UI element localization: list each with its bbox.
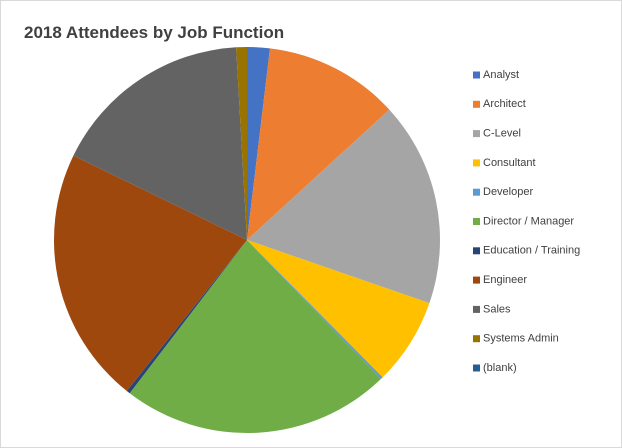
legend-label: Developer bbox=[483, 186, 533, 198]
pie-slice bbox=[247, 109, 441, 304]
pie-slice bbox=[53, 155, 247, 392]
pie-slice bbox=[236, 47, 247, 240]
pie-slice bbox=[129, 240, 381, 433]
legend-label: Education / Training bbox=[483, 245, 580, 257]
legend-swatch bbox=[473, 100, 480, 108]
legend-swatch bbox=[473, 305, 480, 313]
legend-label: Director / Manager bbox=[483, 215, 574, 227]
legend-swatch bbox=[473, 276, 480, 284]
pie-slice bbox=[247, 240, 383, 380]
chart-title: 2018 Attendees by Job Function bbox=[24, 23, 284, 42]
pie-slice bbox=[247, 48, 390, 240]
legend-label: Systems Admin bbox=[483, 333, 559, 345]
legend-swatch bbox=[473, 247, 480, 255]
legend-swatch bbox=[473, 218, 480, 225]
pie-slice bbox=[247, 47, 270, 240]
legend-label: (blank) bbox=[483, 362, 517, 374]
legend-swatch bbox=[473, 335, 480, 343]
legend-label: Architect bbox=[483, 98, 526, 110]
legend-swatch bbox=[473, 71, 480, 79]
legend-label: Analyst bbox=[483, 69, 519, 81]
legend-swatch bbox=[473, 188, 480, 196]
legend-label: C-Level bbox=[483, 128, 521, 140]
legend-label: Consultant bbox=[483, 157, 536, 169]
pie-slice bbox=[73, 47, 247, 240]
pie-slice bbox=[247, 240, 430, 378]
legend-swatch bbox=[473, 130, 480, 138]
legend-label: Sales bbox=[483, 303, 511, 315]
legend-label: Engineer bbox=[483, 274, 527, 286]
pie-slice bbox=[126, 240, 247, 394]
legend-swatch bbox=[473, 364, 480, 372]
legend-swatch bbox=[473, 159, 480, 167]
